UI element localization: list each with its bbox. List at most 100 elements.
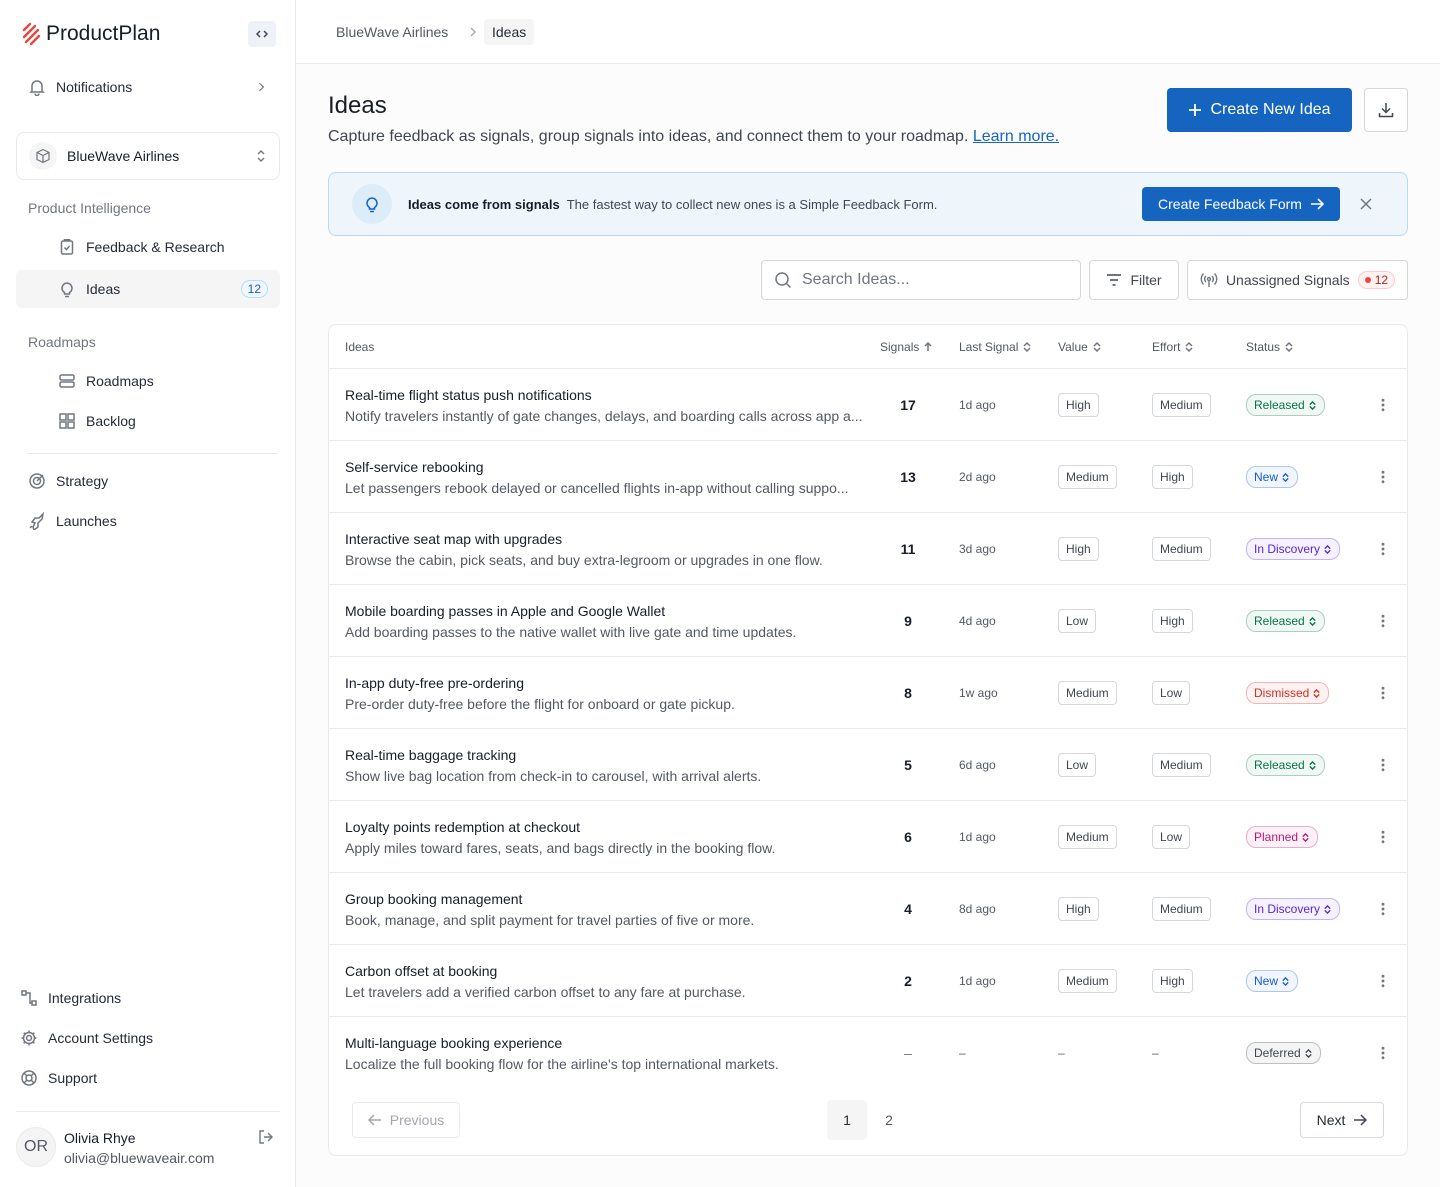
nav-item[interactable]: Launches bbox=[28, 512, 117, 530]
idea-description: Add boarding passes to the native wallet… bbox=[345, 624, 797, 640]
table-row[interactable]: Loyalty points redemption at checkout App… bbox=[329, 800, 1407, 873]
value-pill: High bbox=[1058, 537, 1099, 561]
status-chevron bbox=[1309, 760, 1316, 770]
section-title: Roadmaps bbox=[28, 334, 96, 350]
row-menu[interactable] bbox=[1373, 1017, 1393, 1089]
banner-icon bbox=[352, 184, 392, 224]
table-row[interactable]: In-app duty-free pre-ordering Pre-order d… bbox=[329, 656, 1407, 729]
nav-item[interactable]: Strategy bbox=[28, 472, 108, 490]
status-chevron bbox=[1324, 544, 1331, 554]
last-signal: 1w ago bbox=[959, 686, 998, 700]
page-button[interactable]: 2 bbox=[885, 1112, 893, 1128]
table-row[interactable]: Interactive seat map with upgrades Browse… bbox=[329, 512, 1407, 585]
row-menu[interactable] bbox=[1373, 441, 1393, 513]
close-banner[interactable] bbox=[1360, 198, 1372, 210]
notifications[interactable]: Notifications bbox=[28, 78, 268, 96]
status-label: Released bbox=[1254, 614, 1305, 628]
status-label: Released bbox=[1254, 398, 1305, 412]
row-menu[interactable] bbox=[1373, 369, 1393, 441]
idea-title: Carbon offset at booking bbox=[345, 963, 498, 979]
table-row[interactable]: Carbon offset at booking Let travelers ad… bbox=[329, 944, 1407, 1017]
effort-pill: High bbox=[1152, 969, 1193, 993]
learn-more-link[interactable]: Learn more. bbox=[972, 128, 1060, 145]
create-form-button[interactable]: Create Feedback Form bbox=[1142, 187, 1340, 221]
button-label: Next bbox=[1316, 1112, 1346, 1128]
effort-pill: – bbox=[1152, 1046, 1159, 1060]
value-cell: High bbox=[1058, 873, 1099, 945]
effort-cell: High bbox=[1152, 945, 1193, 1017]
column-header[interactable]: Signals bbox=[880, 325, 933, 368]
status-badge[interactable]: New bbox=[1246, 466, 1299, 488]
nav-item[interactable]: Integrations bbox=[20, 989, 121, 1007]
status-badge[interactable]: Released bbox=[1246, 754, 1325, 776]
nav-label: Feedback & Research bbox=[86, 239, 225, 255]
effort-pill: Low bbox=[1152, 681, 1191, 705]
status-badge[interactable]: Released bbox=[1246, 394, 1325, 416]
next-button[interactable]: Next bbox=[1300, 1102, 1384, 1138]
nav-item[interactable]: Roadmaps bbox=[58, 372, 154, 390]
nav-item[interactable]: Feedback & Research bbox=[58, 238, 225, 256]
status-badge[interactable]: In Discovery bbox=[1246, 538, 1341, 560]
status-badge[interactable]: New bbox=[1246, 970, 1299, 992]
effort-cell: Medium bbox=[1152, 873, 1211, 945]
column-header[interactable]: Status bbox=[1246, 325, 1294, 368]
breadcrumb-item[interactable]: BlueWave Airlines bbox=[336, 24, 449, 40]
status-cell: In Discovery bbox=[1246, 513, 1341, 585]
column-header[interactable]: Effort bbox=[1152, 325, 1194, 368]
value-cell: – bbox=[1058, 1017, 1065, 1089]
column-header[interactable]: Value bbox=[1058, 325, 1102, 368]
download-button[interactable] bbox=[1364, 88, 1408, 132]
table-row[interactable]: Self-service rebooking Let passengers reb… bbox=[329, 440, 1407, 513]
collapse-button[interactable] bbox=[248, 21, 276, 47]
status-badge[interactable]: Dismissed bbox=[1246, 682, 1330, 704]
status-badge[interactable]: Released bbox=[1246, 610, 1325, 632]
row-menu[interactable] bbox=[1373, 513, 1393, 585]
page-button[interactable]: 1 bbox=[827, 1100, 867, 1140]
nav-item[interactable]: Account Settings bbox=[20, 1029, 153, 1047]
column-header[interactable]: Last Signal bbox=[959, 325, 1032, 368]
value-pill: High bbox=[1058, 393, 1099, 417]
status-chevron bbox=[1324, 904, 1331, 914]
table-row[interactable]: Real-time flight status push notificatio… bbox=[329, 368, 1407, 441]
value-pill: – bbox=[1058, 1046, 1065, 1060]
search-input[interactable]: Search Ideas... bbox=[761, 260, 1081, 300]
row-menu[interactable] bbox=[1373, 945, 1393, 1017]
value-pill: High bbox=[1058, 897, 1099, 921]
signal-count: 5 bbox=[904, 757, 912, 773]
row-menu[interactable] bbox=[1373, 729, 1393, 801]
avatar: OR bbox=[16, 1127, 56, 1167]
value-cell: Low bbox=[1058, 729, 1097, 801]
filter-button[interactable]: Filter bbox=[1089, 260, 1179, 300]
idea-description: Book, manage, and split payment for trav… bbox=[345, 912, 755, 928]
status-label: New bbox=[1254, 470, 1279, 484]
table-row[interactable]: Multi-language booking experience Localiz… bbox=[329, 1016, 1407, 1089]
unassigned-signals-button[interactable]: Unassigned Signals 12 bbox=[1187, 260, 1408, 300]
sort-icon bbox=[924, 341, 932, 351]
value-pill: Low bbox=[1058, 753, 1097, 777]
logout-button[interactable] bbox=[258, 1129, 274, 1145]
idea-title: Loyalty points redemption at checkout bbox=[345, 819, 581, 835]
table-row[interactable]: Real-time baggage tracking Show live bag … bbox=[329, 728, 1407, 801]
row-menu[interactable] bbox=[1373, 585, 1393, 657]
user-name: Olivia Rhye bbox=[64, 1130, 136, 1146]
effort-cell: – bbox=[1152, 1017, 1159, 1089]
status-badge[interactable]: In Discovery bbox=[1246, 898, 1341, 920]
status-cell: Released bbox=[1246, 729, 1325, 801]
status-badge[interactable]: Deferred bbox=[1246, 1042, 1321, 1064]
column-label: Value bbox=[1058, 339, 1088, 354]
table-row[interactable]: Group booking management Book, manage, an… bbox=[329, 872, 1407, 945]
table-row[interactable]: Mobile boarding passes in Apple and Goog… bbox=[329, 584, 1407, 657]
nav-item[interactable]: Support bbox=[20, 1069, 97, 1087]
row-menu[interactable] bbox=[1373, 801, 1393, 873]
workspace-switcher[interactable]: BlueWave Airlines bbox=[16, 132, 280, 180]
status-label: Planned bbox=[1254, 830, 1299, 844]
row-menu[interactable] bbox=[1373, 873, 1393, 945]
row-menu[interactable] bbox=[1373, 657, 1393, 729]
previous-button: Previous bbox=[352, 1102, 460, 1138]
create-idea-button[interactable]: Create New Idea bbox=[1167, 88, 1352, 132]
nav-item[interactable]: Backlog bbox=[58, 412, 136, 430]
status-badge[interactable]: Planned bbox=[1246, 826, 1319, 848]
nav-item[interactable]: Ideas 12 bbox=[58, 280, 268, 298]
status-cell: Released bbox=[1246, 369, 1325, 441]
menu-icon bbox=[1381, 758, 1385, 772]
